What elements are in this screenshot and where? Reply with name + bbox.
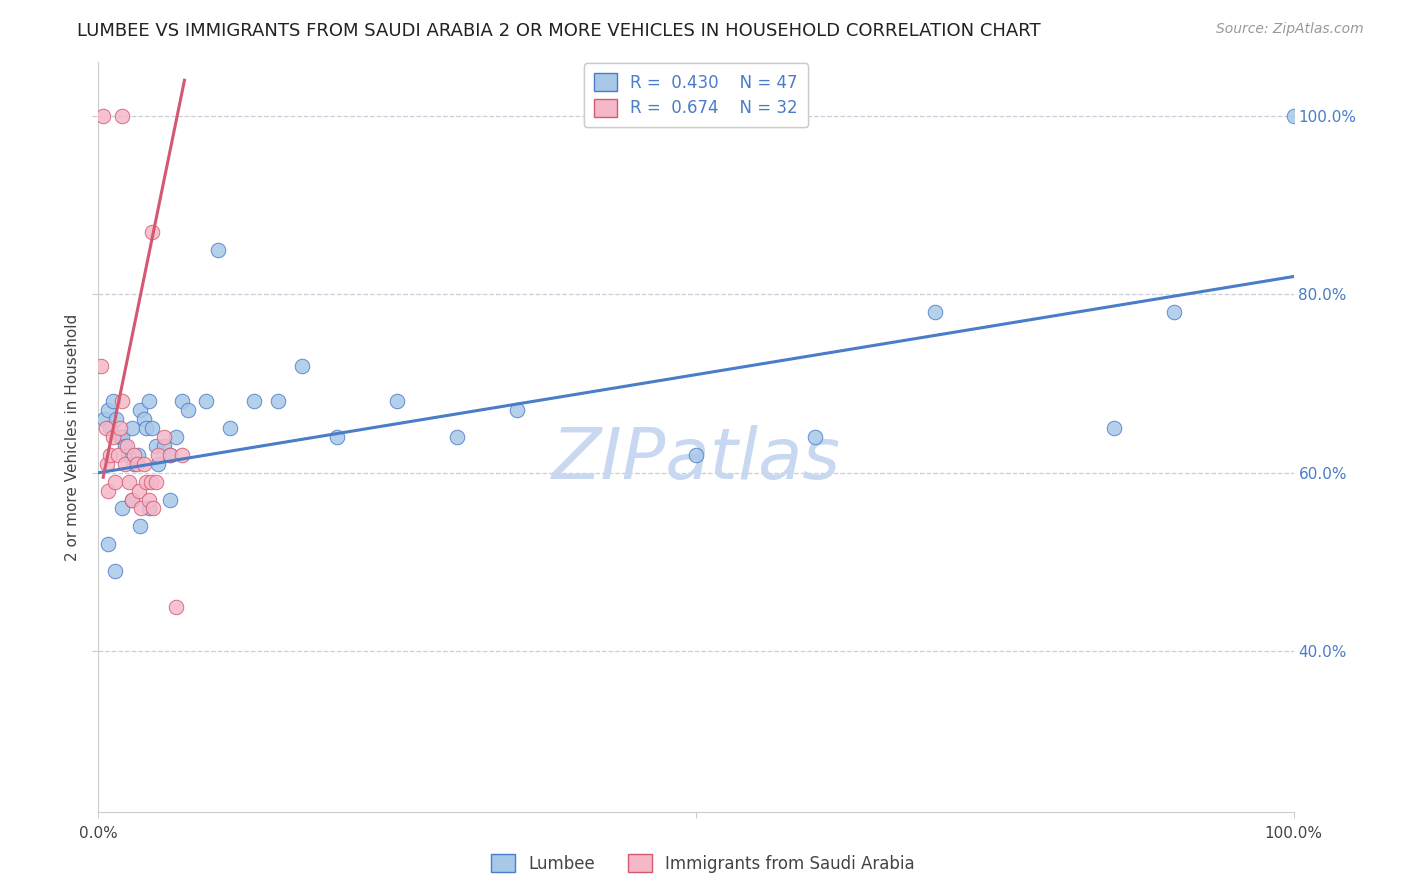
- Point: [159, 448, 181, 462]
- Point: [685, 448, 707, 462]
- Point: [1163, 305, 1185, 319]
- Text: Source: ZipAtlas.com: Source: ZipAtlas.com: [1216, 22, 1364, 37]
- Point: [125, 457, 148, 471]
- Point: [141, 421, 163, 435]
- Point: [207, 243, 229, 257]
- Point: [267, 394, 290, 409]
- Point: [129, 403, 152, 417]
- Point: [101, 394, 124, 409]
- Point: [141, 225, 163, 239]
- Point: [145, 475, 167, 489]
- Point: [138, 492, 160, 507]
- Point: [131, 501, 153, 516]
- Point: [121, 492, 143, 507]
- Point: [105, 412, 128, 426]
- Point: [145, 439, 167, 453]
- Point: [243, 394, 266, 409]
- Point: [97, 403, 120, 417]
- Point: [114, 439, 136, 453]
- Point: [124, 448, 146, 462]
- Point: [804, 430, 827, 444]
- Text: LUMBEE VS IMMIGRANTS FROM SAUDI ARABIA 2 OR MORE VEHICLES IN HOUSEHOLD CORRELATI: LUMBEE VS IMMIGRANTS FROM SAUDI ARABIA 2…: [77, 22, 1040, 40]
- Legend: Lumbee, Immigrants from Saudi Arabia: Lumbee, Immigrants from Saudi Arabia: [485, 847, 921, 880]
- Point: [129, 519, 152, 533]
- Point: [128, 483, 150, 498]
- Point: [121, 421, 143, 435]
- Point: [135, 421, 157, 435]
- Point: [142, 501, 165, 516]
- Point: [118, 475, 141, 489]
- Point: [114, 457, 136, 471]
- Point: [172, 394, 194, 409]
- Point: [1282, 109, 1305, 123]
- Point: [326, 430, 349, 444]
- Point: [138, 394, 160, 409]
- Point: [153, 439, 176, 453]
- Y-axis label: 2 or more Vehicles in Household: 2 or more Vehicles in Household: [65, 313, 80, 561]
- Point: [506, 403, 529, 417]
- Point: [111, 109, 134, 123]
- Point: [148, 448, 170, 462]
- Point: [127, 448, 149, 462]
- Point: [139, 475, 162, 489]
- Point: [446, 430, 468, 444]
- Point: [97, 537, 120, 551]
- Point: [132, 457, 155, 471]
- Point: [96, 457, 118, 471]
- Point: [107, 448, 129, 462]
- Point: [165, 430, 187, 444]
- Point: [94, 421, 117, 435]
- Point: [98, 421, 122, 435]
- Point: [153, 430, 176, 444]
- Point: [159, 492, 181, 507]
- Point: [219, 421, 242, 435]
- Point: [177, 403, 200, 417]
- Legend: R =  0.430    N = 47, R =  0.674    N = 32: R = 0.430 N = 47, R = 0.674 N = 32: [583, 63, 808, 128]
- Point: [104, 475, 127, 489]
- Point: [165, 599, 187, 614]
- Point: [159, 448, 181, 462]
- Point: [132, 412, 155, 426]
- Point: [148, 457, 170, 471]
- Point: [115, 439, 138, 453]
- Point: [91, 109, 114, 123]
- Point: [108, 430, 131, 444]
- Point: [924, 305, 946, 319]
- Point: [117, 448, 139, 462]
- Point: [104, 564, 127, 578]
- Point: [90, 359, 112, 373]
- Point: [385, 394, 409, 409]
- Point: [172, 448, 194, 462]
- Point: [98, 448, 122, 462]
- Point: [111, 501, 134, 516]
- Point: [97, 483, 120, 498]
- Point: [111, 430, 134, 444]
- Point: [108, 421, 131, 435]
- Point: [1104, 421, 1126, 435]
- Point: [138, 501, 160, 516]
- Point: [135, 475, 157, 489]
- Point: [111, 394, 134, 409]
- Point: [124, 457, 146, 471]
- Point: [121, 492, 143, 507]
- Point: [195, 394, 218, 409]
- Point: [93, 412, 115, 426]
- Text: ZIPatlas: ZIPatlas: [551, 425, 841, 494]
- Point: [101, 430, 124, 444]
- Point: [291, 359, 314, 373]
